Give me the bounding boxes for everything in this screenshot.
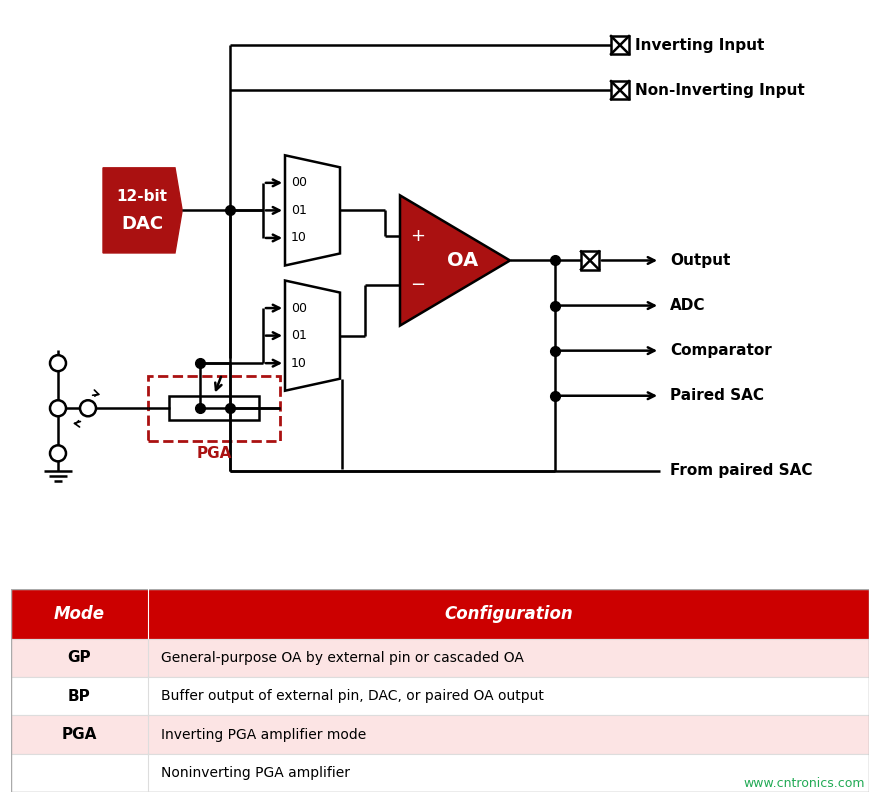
Text: 10: 10 (291, 232, 307, 244)
Bar (11, 677, 869, 716)
Polygon shape (400, 195, 510, 326)
Text: 00: 00 (291, 302, 307, 314)
Text: DAC: DAC (121, 216, 163, 233)
Text: BP: BP (68, 689, 91, 704)
Text: Mode: Mode (54, 605, 105, 623)
Text: Configuration: Configuration (444, 605, 573, 623)
Text: 00: 00 (291, 177, 307, 189)
Text: Inverting Input: Inverting Input (635, 37, 765, 53)
Text: Buffer output of external pin, DAC, or paired OA output: Buffer output of external pin, DAC, or p… (161, 689, 544, 704)
Text: General-purpose OA by external pin or cascaded OA: General-purpose OA by external pin or ca… (161, 651, 524, 665)
Bar (169, 396, 259, 420)
Bar (148, 376, 280, 441)
Text: Non-Inverting Input: Non-Inverting Input (635, 83, 804, 98)
Text: 10: 10 (291, 357, 307, 369)
Bar (11, 639, 869, 677)
Bar (11, 589, 869, 639)
Text: GP: GP (68, 650, 92, 665)
Text: www.cntronics.com: www.cntronics.com (744, 777, 865, 790)
Bar (11, 754, 869, 792)
Text: 01: 01 (291, 204, 307, 217)
Text: OA: OA (447, 251, 479, 270)
Text: From paired SAC: From paired SAC (670, 463, 812, 478)
Bar (611, 81, 629, 100)
Text: ADC: ADC (670, 298, 706, 313)
Text: −: − (410, 275, 426, 294)
Text: 01: 01 (291, 329, 307, 342)
Text: Inverting PGA amplifier mode: Inverting PGA amplifier mode (161, 728, 366, 742)
Text: Paired SAC: Paired SAC (670, 388, 764, 404)
Text: PGA: PGA (62, 727, 97, 742)
Bar (581, 252, 599, 270)
Bar (611, 36, 629, 54)
Text: +: + (410, 228, 426, 245)
Polygon shape (103, 168, 182, 253)
Text: 12-bit: 12-bit (116, 189, 167, 204)
Bar (11, 716, 869, 754)
Text: Noninverting PGA amplifier: Noninverting PGA amplifier (161, 766, 350, 780)
Text: Output: Output (670, 253, 730, 268)
Text: PGA: PGA (196, 447, 231, 462)
Text: Comparator: Comparator (670, 343, 772, 358)
